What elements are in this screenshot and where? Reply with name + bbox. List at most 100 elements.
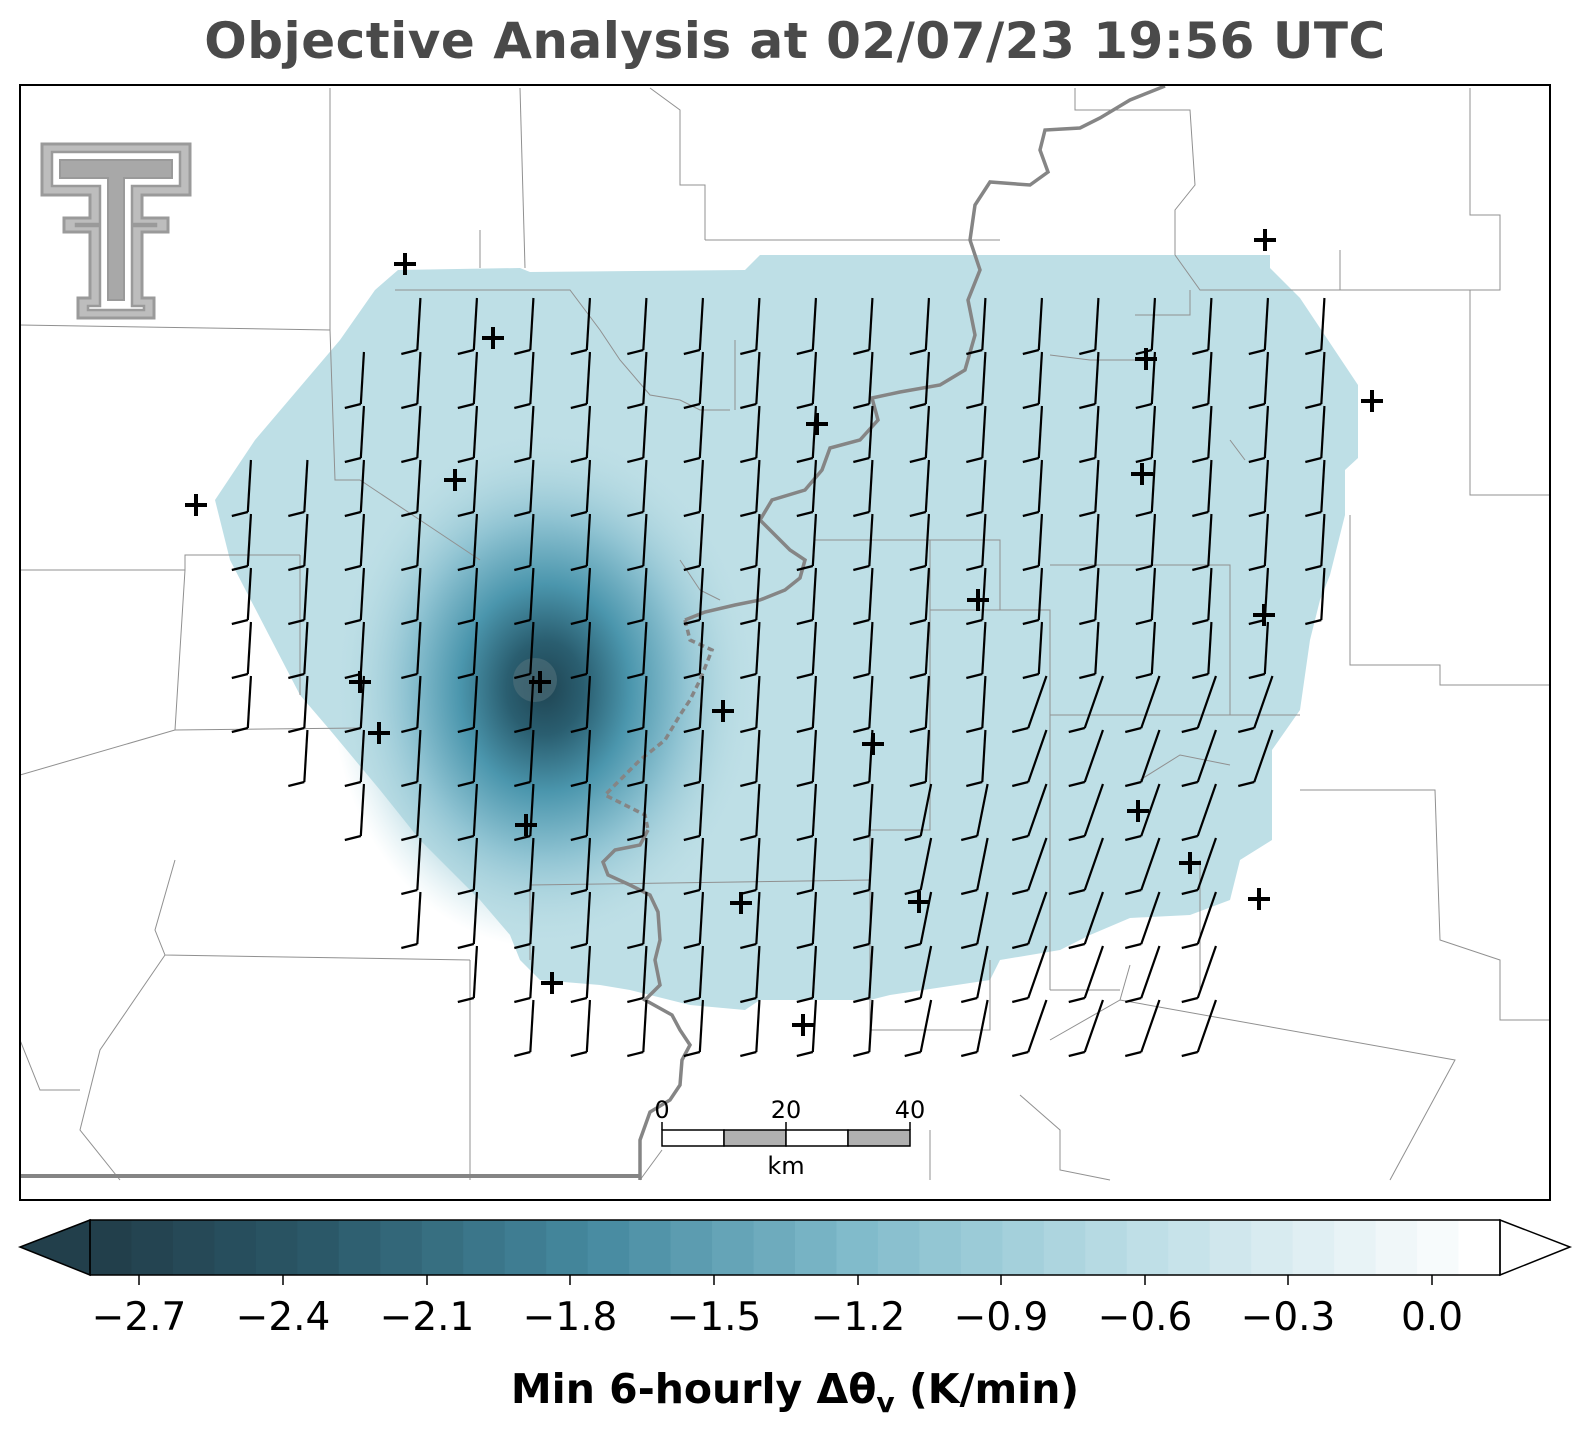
wind-barb xyxy=(416,675,422,729)
wind-barb xyxy=(642,999,648,1053)
wind-barb-flag xyxy=(627,726,644,734)
wind-barb-flag xyxy=(627,564,644,572)
wind-barb-flag xyxy=(1079,348,1096,356)
wind-barb-flag xyxy=(1068,834,1086,842)
wind-barb xyxy=(1140,999,1161,1053)
wind-barb-flag xyxy=(401,348,418,356)
wind-barb-flag xyxy=(401,564,418,572)
colorbar-segment xyxy=(1334,1220,1377,1275)
wind-barb xyxy=(868,567,874,621)
wind-barb xyxy=(868,837,874,891)
wind-barb xyxy=(585,675,592,729)
wind-barb xyxy=(1320,459,1326,513)
colorbar-segment xyxy=(463,1220,506,1275)
colorbar-segment xyxy=(1458,1220,1501,1275)
wind-barb-flag xyxy=(1248,510,1266,518)
colorbar-tick-label: −2.7 xyxy=(91,1295,187,1340)
colorbar-tick-label: 0.0 xyxy=(1400,1295,1464,1340)
wind-barb-flag xyxy=(683,1050,701,1058)
wind-barb-flag xyxy=(960,888,978,896)
wind-barb-flag xyxy=(627,402,644,410)
wind-barb xyxy=(472,351,479,405)
county-line xyxy=(1349,515,1550,686)
wind-barb-flag xyxy=(627,1050,644,1058)
wind-barb xyxy=(642,837,648,891)
wind-barb-flag xyxy=(740,564,757,572)
county-line xyxy=(154,859,471,961)
wind-barb-flag xyxy=(1124,780,1142,788)
wind-barb xyxy=(1037,405,1044,459)
wind-barb xyxy=(1150,297,1157,351)
wind-barb-flag xyxy=(966,456,983,464)
wind-barb xyxy=(698,297,705,351)
wind-barb xyxy=(811,837,818,891)
colorbar-segment xyxy=(255,1220,298,1275)
wind-barb xyxy=(924,675,931,729)
wind-barb-flag xyxy=(457,564,475,572)
wind-barb xyxy=(755,837,761,891)
wind-barb xyxy=(642,729,648,783)
wind-barb-flag xyxy=(853,456,870,464)
wind-barb xyxy=(416,621,422,675)
wind-barb-flag xyxy=(1135,564,1153,572)
wind-barb-flag xyxy=(1011,942,1029,950)
wind-barb-flag xyxy=(796,564,814,572)
map-frame xyxy=(19,84,1551,1201)
wind-barb xyxy=(1253,675,1274,729)
wind-barb-flag xyxy=(1135,618,1153,626)
wind-barb-flag xyxy=(909,510,927,518)
county-line xyxy=(20,1039,80,1091)
wind-barb-flag xyxy=(288,564,305,572)
wind-barb-flag xyxy=(514,618,531,626)
wind-barb xyxy=(1037,513,1044,567)
wind-barb-flag xyxy=(457,888,475,896)
wind-barb xyxy=(811,297,818,351)
wind-barb-flag xyxy=(909,618,927,626)
wind-barb xyxy=(868,891,874,945)
wind-barb-flag xyxy=(853,564,870,572)
scale-bar xyxy=(661,1122,911,1147)
wind-barb xyxy=(642,621,648,675)
wind-barb xyxy=(1027,837,1048,891)
wind-barb-flag xyxy=(966,780,983,788)
wind-barb-flag xyxy=(853,834,870,842)
wind-barb xyxy=(416,891,422,945)
county-line xyxy=(639,1149,663,1181)
wind-barb xyxy=(642,405,648,459)
wind-barb xyxy=(529,945,535,999)
wind-barb xyxy=(981,513,987,567)
wind-barb-flag xyxy=(231,672,249,680)
wind-barb xyxy=(698,513,705,567)
wind-barb-flag xyxy=(740,1050,757,1058)
wind-barb-flag xyxy=(288,726,305,734)
wind-barb xyxy=(529,675,535,729)
wind-barb xyxy=(868,675,874,729)
wind-barb xyxy=(1037,621,1044,675)
scale-tick-20: 20 xyxy=(770,1096,802,1124)
wind-barb-flag xyxy=(1124,834,1142,842)
wind-barb-flag xyxy=(570,402,588,410)
colorbar-tick-label: −1.8 xyxy=(522,1295,618,1340)
wind-barb xyxy=(698,351,705,405)
wind-barb-flag xyxy=(570,672,588,680)
wind-barb-flag xyxy=(288,618,305,626)
wind-barb-flag xyxy=(1022,402,1040,410)
wind-barb-flag xyxy=(1181,888,1199,896)
wind-barb-flag xyxy=(853,618,870,626)
wind-barb xyxy=(472,621,479,675)
wind-barb-flag xyxy=(1237,780,1255,788)
county-line xyxy=(174,727,361,731)
colorbar-segment xyxy=(836,1220,879,1275)
wind-barb-flag xyxy=(1248,564,1266,572)
wind-barb xyxy=(1027,945,1048,999)
wind-barb xyxy=(1094,459,1100,513)
wind-barb xyxy=(529,567,535,621)
wind-barb-flag xyxy=(570,1050,588,1058)
wind-barb-flag xyxy=(904,834,921,842)
wind-barb-flag xyxy=(1079,672,1096,680)
wind-barb xyxy=(868,945,874,999)
wind-barb-flag xyxy=(1079,564,1096,572)
colorbar-label-subscript: v xyxy=(876,1386,895,1420)
wind-barb xyxy=(1037,567,1044,621)
